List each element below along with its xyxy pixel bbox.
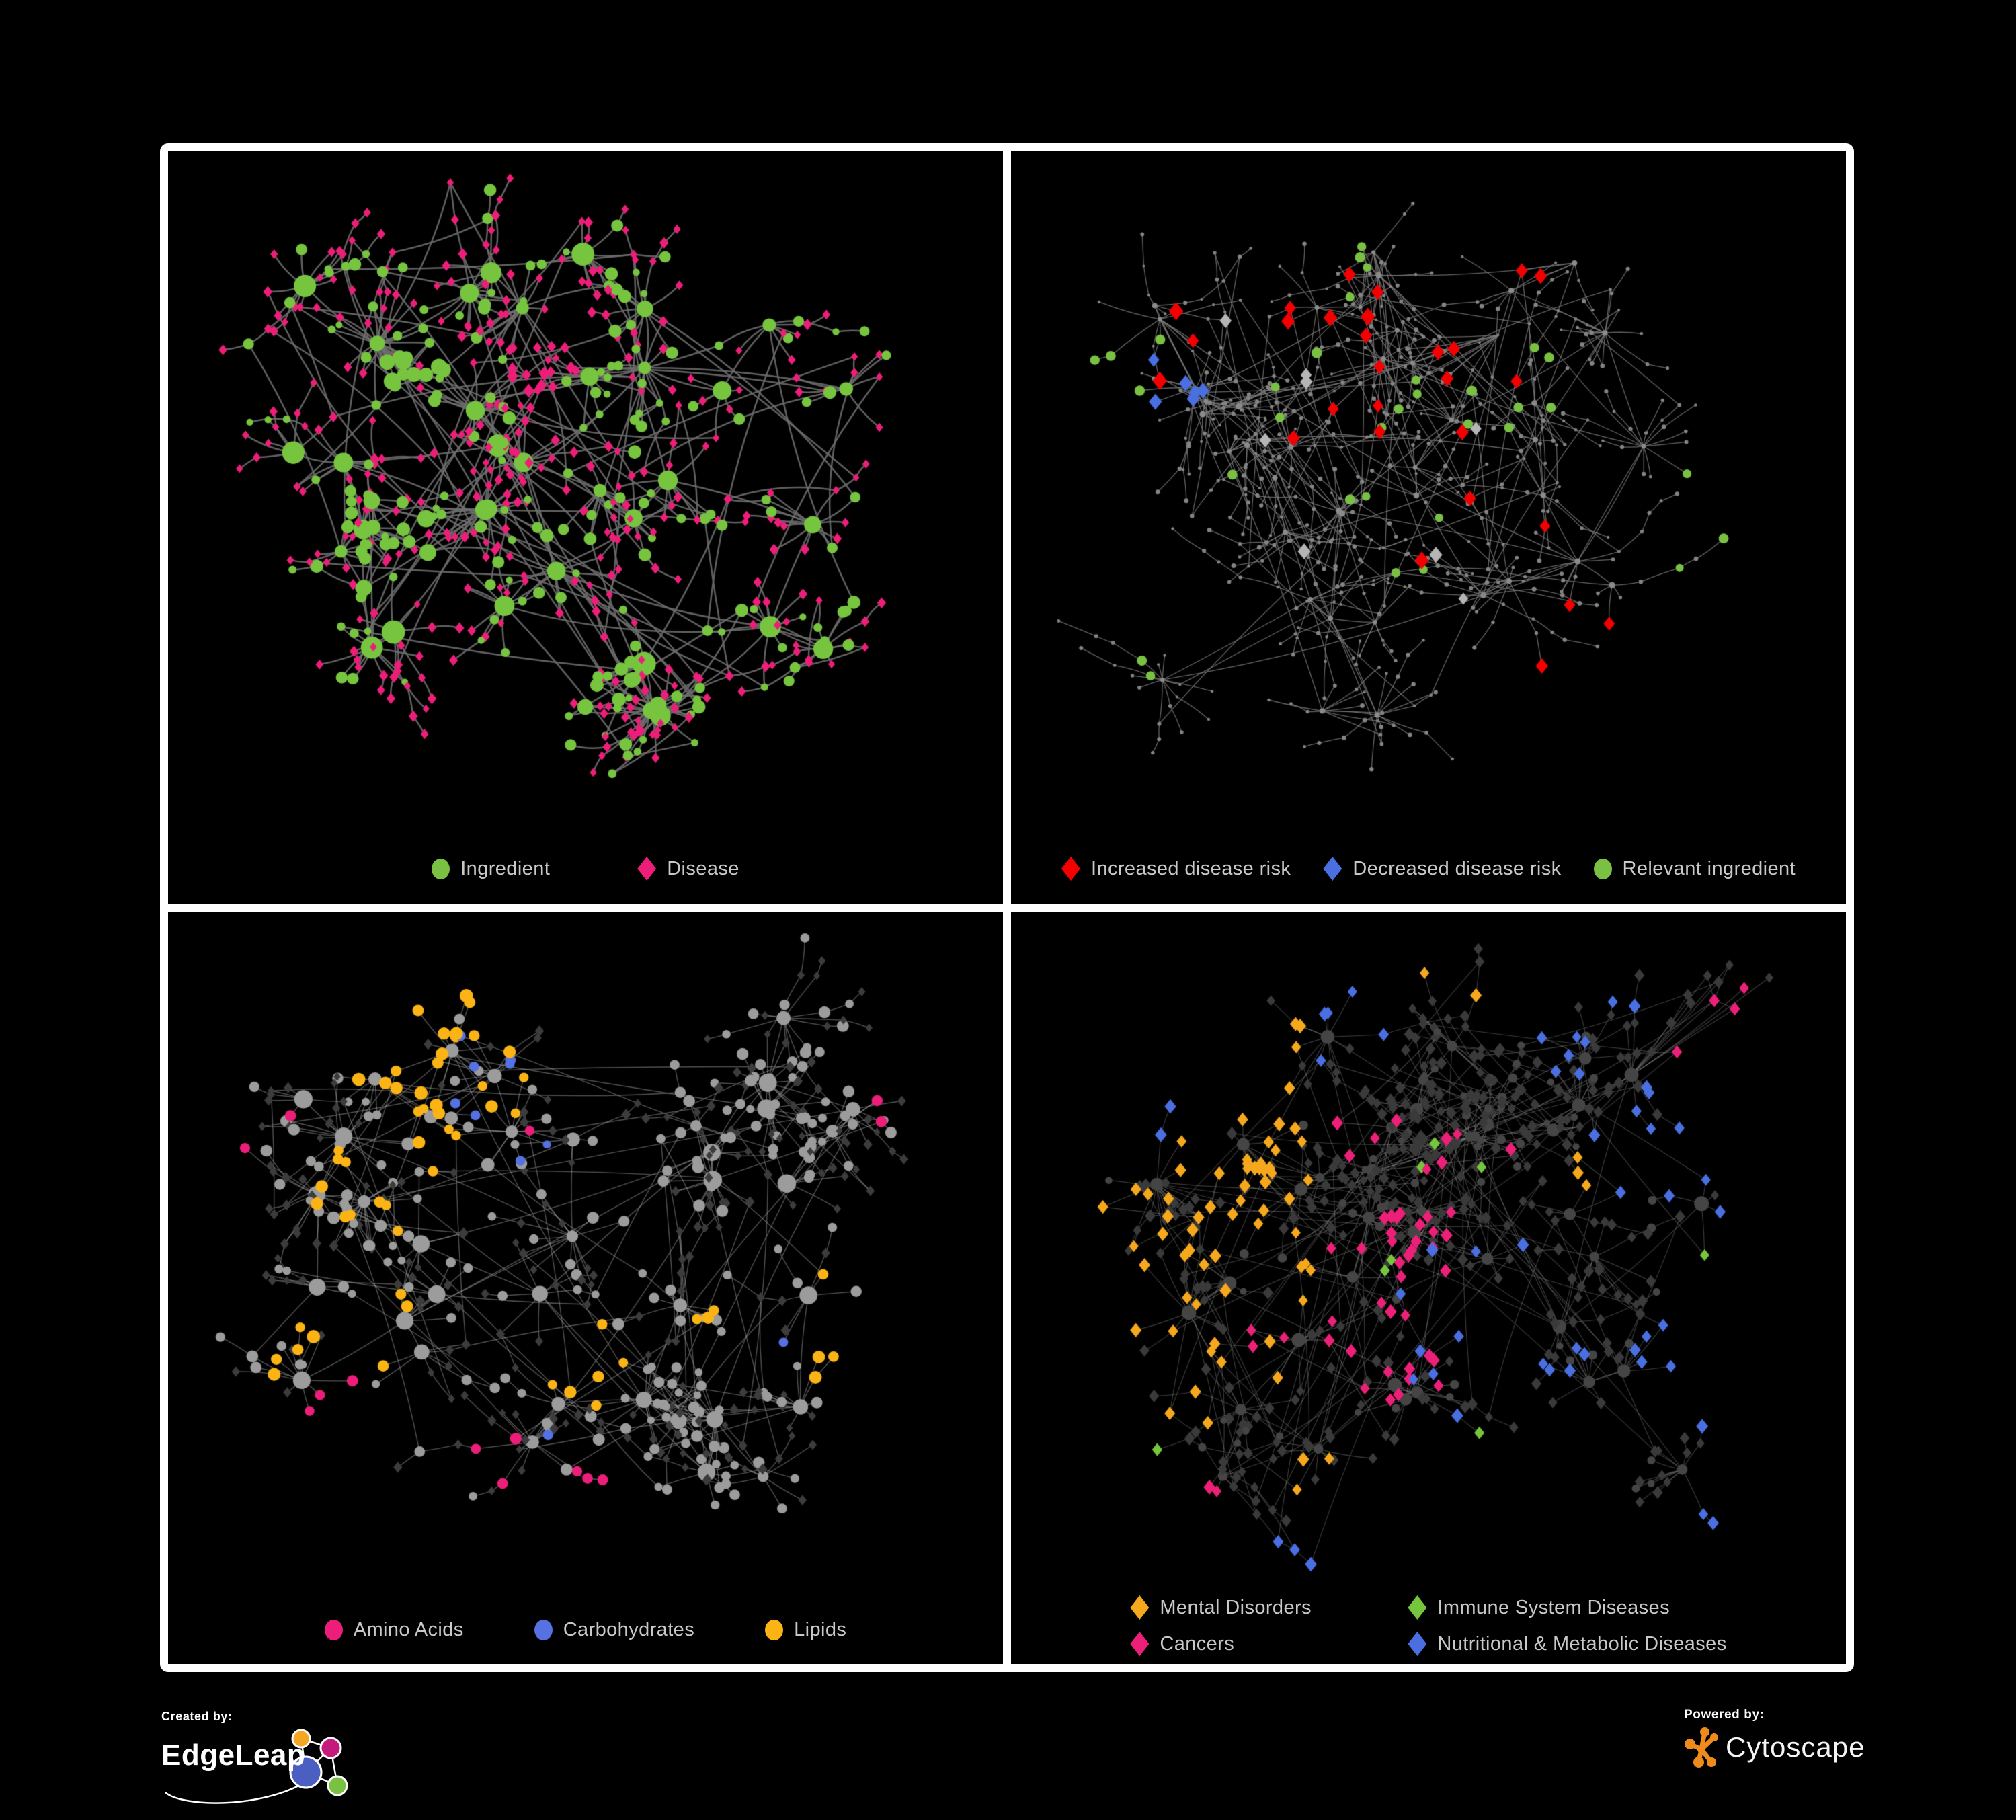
amino-acids-marker-icon [324, 1620, 343, 1640]
legend-item-carbohydrates: Carbohydrates [534, 1619, 694, 1641]
legend-item-mental-disorders: Mental Disorders [1130, 1595, 1408, 1620]
legend-label: Mental Disorders [1160, 1596, 1312, 1618]
cancers-marker-icon [1130, 1632, 1150, 1656]
disease-classes-network-canvas [1011, 912, 1846, 1664]
legend-item-increased-risk: Increased disease risk [1061, 857, 1291, 881]
edgeleap-network-icon [165, 1729, 348, 1804]
cytoscape-wordmark: Cytoscape [1726, 1731, 1865, 1763]
decreased-risk-marker-icon [1323, 857, 1342, 881]
legend-item-amino-acids: Amino Acids [324, 1619, 464, 1641]
nutritional-metabolic-marker-icon [1408, 1632, 1427, 1656]
edgeleap-logo: Created by: EdgeLeap [161, 1710, 383, 1804]
legend-label: Cancers [1160, 1632, 1235, 1655]
disease-risk-legend: Increased disease risk Decreased disease… [1011, 857, 1846, 881]
panel-disease-risk-network: Increased disease risk Decreased disease… [1011, 151, 1846, 904]
increased-risk-marker-icon [1061, 857, 1080, 881]
legend-item-immune-system-diseases: Immune System Diseases [1408, 1595, 1726, 1620]
legend-item-relevant-ingredient: Relevant ingredient [1593, 857, 1796, 880]
ingredient-disease-legend: Ingredient Disease [168, 857, 1003, 881]
edgeleap-wordmark: EdgeLeap [161, 1739, 306, 1772]
legend-label: Disease [667, 857, 739, 879]
disease-marker-icon [637, 857, 657, 881]
legend-item-cancers: Cancers [1130, 1632, 1408, 1656]
panel-ingredient-disease-network: Ingredient Disease [168, 151, 1003, 904]
legend-label: Lipids [794, 1619, 847, 1640]
powered-by-label: Powered by: [1684, 1708, 1765, 1722]
legend-item-decreased-risk: Decreased disease risk [1323, 857, 1561, 881]
network-figure-grid: Ingredient Disease Increased disease ris… [160, 143, 1854, 1672]
ingredient-classes-legend: Amino Acids Carbohydrates Lipids [168, 1619, 1003, 1641]
legend-label: Nutritional & Metabolic Diseases [1437, 1632, 1727, 1655]
legend-label: Ingredient [460, 857, 551, 879]
legend-label: Immune System Diseases [1437, 1596, 1670, 1618]
immune-system-diseases-marker-icon [1408, 1595, 1427, 1620]
legend-label: Relevant ingredient [1622, 857, 1796, 879]
panel-ingredient-classes-network: Amino Acids Carbohydrates Lipids [168, 912, 1003, 1664]
ingredient-classes-network-canvas [168, 912, 1003, 1664]
cytoscape-icon [1685, 1727, 1718, 1768]
legend-item-ingredient: Ingredient [432, 858, 550, 880]
lipids-marker-icon [765, 1620, 784, 1640]
disease-classes-legend: Mental Disorders Immune System Diseases … [1011, 1595, 1846, 1656]
legend-label: Increased disease risk [1090, 857, 1291, 879]
relevant-ingredient-marker-icon [1593, 858, 1612, 879]
mental-disorders-marker-icon [1130, 1595, 1150, 1620]
cytoscape-logo: Powered by: Cytoscape [1684, 1708, 1906, 1782]
ingredient-disease-network-canvas [168, 151, 1003, 904]
created-by-label: Created by: [161, 1710, 233, 1723]
carbohydrates-marker-icon [534, 1620, 553, 1640]
legend-item-nutritional-metabolic-diseases: Nutritional & Metabolic Diseases [1408, 1632, 1726, 1656]
panel-disease-classes-network: Mental Disorders Immune System Diseases … [1011, 912, 1846, 1664]
legend-item-lipids: Lipids [765, 1619, 846, 1641]
legend-item-disease: Disease [637, 857, 739, 881]
legend-label: Amino Acids [353, 1619, 464, 1640]
ingredient-marker-icon [432, 858, 450, 879]
disease-risk-network-canvas [1011, 151, 1846, 904]
legend-label: Decreased disease risk [1353, 857, 1562, 879]
legend-label: Carbohydrates [563, 1619, 695, 1640]
edgeleap-brandrow: EdgeLeap [161, 1729, 383, 1804]
